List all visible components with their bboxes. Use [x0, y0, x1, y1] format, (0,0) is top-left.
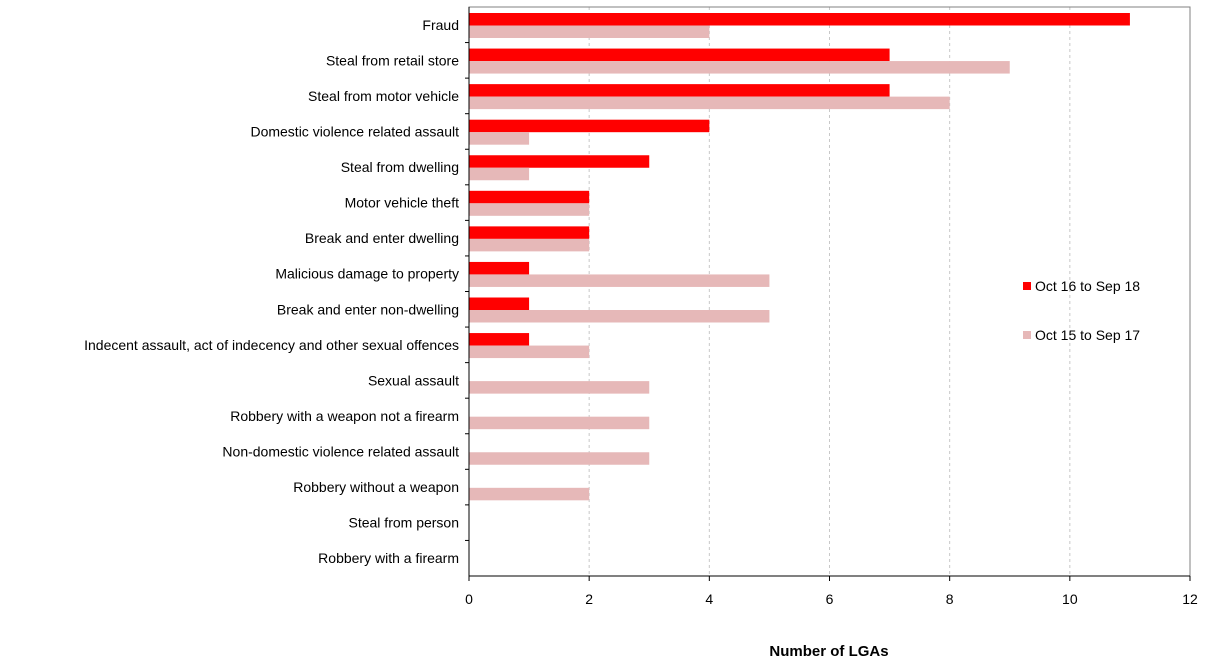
legend-swatch-1 [1023, 282, 1031, 290]
x-tick-label: 12 [1182, 591, 1198, 607]
bar-series2-8 [469, 310, 770, 323]
bar-series2-3 [469, 132, 530, 145]
category-label: Malicious damage to property [275, 266, 459, 282]
category-label: Sexual assault [368, 372, 459, 388]
bar-series2-6 [469, 238, 590, 252]
bar-series1-3 [469, 119, 710, 133]
x-tick-label: 10 [1062, 591, 1078, 607]
category-label: Motor vehicle theft [345, 195, 459, 211]
legend-label-2: Oct 15 to Sep 17 [1035, 327, 1140, 343]
category-label: Break and enter non-dwelling [277, 301, 459, 317]
category-label: Robbery with a weapon not a firearm [230, 408, 459, 424]
category-label: Break and enter dwelling [305, 230, 459, 246]
legend: Oct 16 to Sep 18 Oct 15 to Sep 17 [1023, 278, 1140, 343]
bar-series2-9 [469, 345, 590, 359]
bar-series1-8 [469, 297, 530, 310]
bar-series2-11 [469, 416, 650, 430]
bar-series1-6 [469, 226, 590, 239]
gridlines [588, 7, 1071, 576]
bar-series2-7 [469, 274, 770, 287]
bar-series1-5 [469, 190, 590, 204]
legend-label-1: Oct 16 to Sep 18 [1035, 278, 1140, 294]
bar-series1-7 [469, 261, 530, 275]
axes [465, 6, 1191, 581]
category-label: Robbery with a firearm [318, 550, 459, 566]
category-label: Non-domestic violence related assault [222, 444, 459, 460]
bar-series1-4 [469, 155, 650, 168]
bar-series2-10 [469, 381, 650, 394]
category-label: Fraud [422, 17, 459, 33]
bar-series2-13 [469, 487, 590, 501]
bar-series1-0 [469, 13, 1130, 26]
bar-series2-5 [469, 203, 590, 216]
x-tick-label: 2 [585, 591, 593, 607]
x-tick-label: 0 [465, 591, 473, 607]
bar-series2-0 [469, 25, 710, 38]
category-label: Domestic violence related assault [250, 123, 459, 139]
x-tick-label: 6 [826, 591, 834, 607]
category-labels: Fraud Steal from retail store Steal from m… [84, 17, 459, 566]
x-tick-label: 8 [946, 591, 954, 607]
bar-series1-2 [469, 84, 890, 97]
bar-series1-1 [469, 48, 890, 62]
x-axis-title: Number of LGAs [769, 643, 888, 660]
bar-series1-9 [469, 333, 530, 346]
bar-series2-4 [469, 167, 530, 181]
bars [469, 13, 1130, 501]
category-label: Steal from motor vehicle [308, 88, 459, 104]
x-tick-labels: 0 2 4 6 8 10 12 [465, 591, 1198, 607]
x-tick-label: 4 [705, 591, 713, 607]
category-label: Steal from retail store [326, 52, 459, 68]
category-label: Indecent assault, act of indecency and o… [84, 337, 459, 353]
category-label: Robbery without a weapon [293, 479, 459, 495]
category-label: Steal from person [349, 515, 460, 531]
bar-series2-12 [469, 452, 650, 465]
bar-series2-2 [469, 96, 950, 110]
category-label: Steal from dwelling [341, 159, 459, 175]
bar-series2-1 [469, 61, 1010, 74]
legend-swatch-2 [1023, 331, 1031, 339]
